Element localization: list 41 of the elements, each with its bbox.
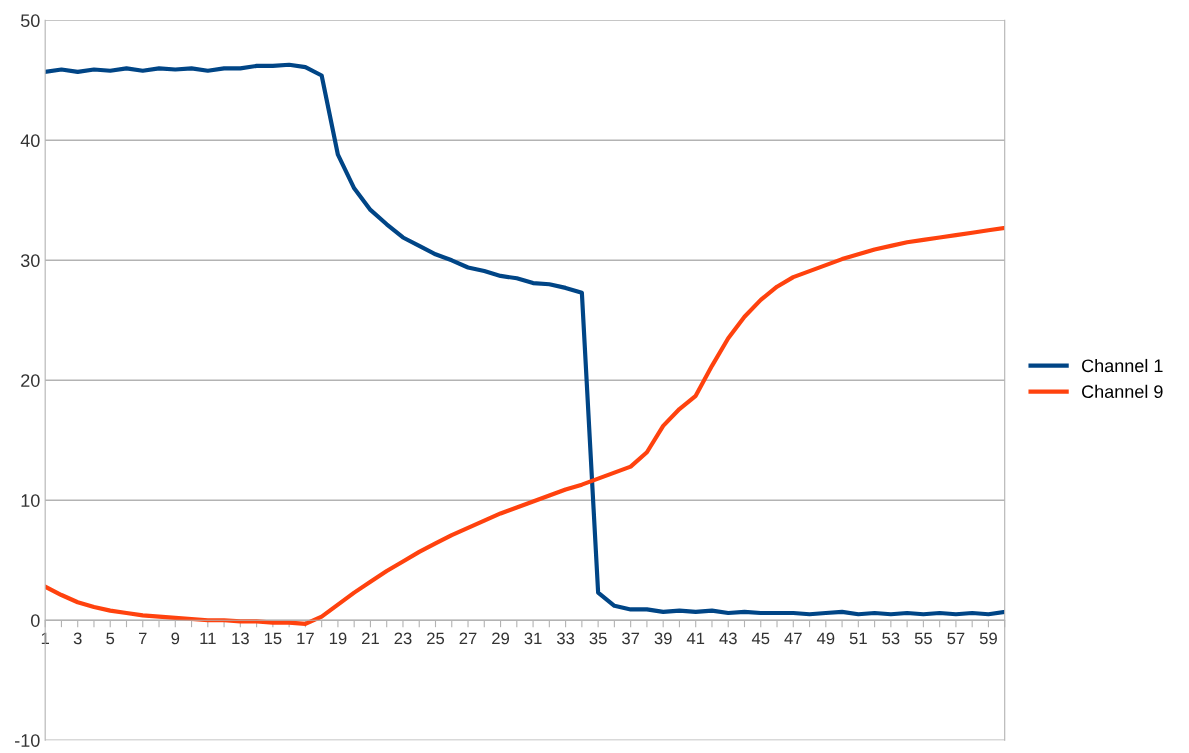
y-tick-label: 20 [21,374,40,387]
x-tick-label: 47 [784,632,802,645]
line-series [45,62,1005,617]
x-tick-label: 57 [947,632,965,645]
x-tick-label: 55 [914,632,932,645]
x-tick-label: 7 [138,632,147,645]
y-tick-label: 0 [30,614,40,627]
x-tick-label: 11 [200,632,216,645]
x-tick-label: 49 [816,632,835,645]
x-tick-label: 39 [654,632,672,645]
x-tick-label: 17 [297,632,314,645]
x-tick-label: 45 [751,632,770,645]
x-tick-label: 35 [589,632,607,645]
legend-label: Channel 9 [1082,384,1163,399]
y-tick-label: 30 [20,254,40,268]
x-tick-label: 5 [106,632,115,645]
x-tick-label: 37 [622,632,640,645]
x-tick-label: 27 [459,632,477,645]
x-tick-label: 33 [556,632,575,645]
x-tick-label: 21 [362,632,379,645]
x-tick-label: 41 [686,632,705,645]
legend-label: Channel 1 [1082,358,1163,373]
x-tick-label: 13 [232,632,249,645]
line-series [45,225,1005,626]
x-tick-label: 3 [73,632,82,645]
x-tick-label: 1 [41,632,49,645]
x-tick-label: 51 [849,632,867,645]
x-tick-label: 19 [329,632,347,645]
x-tick-label: 43 [719,632,737,645]
y-tick-label: 50 [20,14,40,28]
x-tick-label: 9 [171,632,180,645]
y-tick-label: -10 [15,734,40,747]
x-tick-label: 15 [264,632,282,645]
x-tick-label: 25 [427,632,445,645]
x-tick-label: 29 [492,632,510,645]
y-tick-label: 40 [20,134,40,148]
x-tick-label: 59 [979,632,997,645]
x-tick-label: 31 [524,632,542,645]
y-tick-label: 10 [21,494,40,507]
x-tick-label: 23 [394,632,412,645]
x-tick-label: 53 [882,632,900,645]
